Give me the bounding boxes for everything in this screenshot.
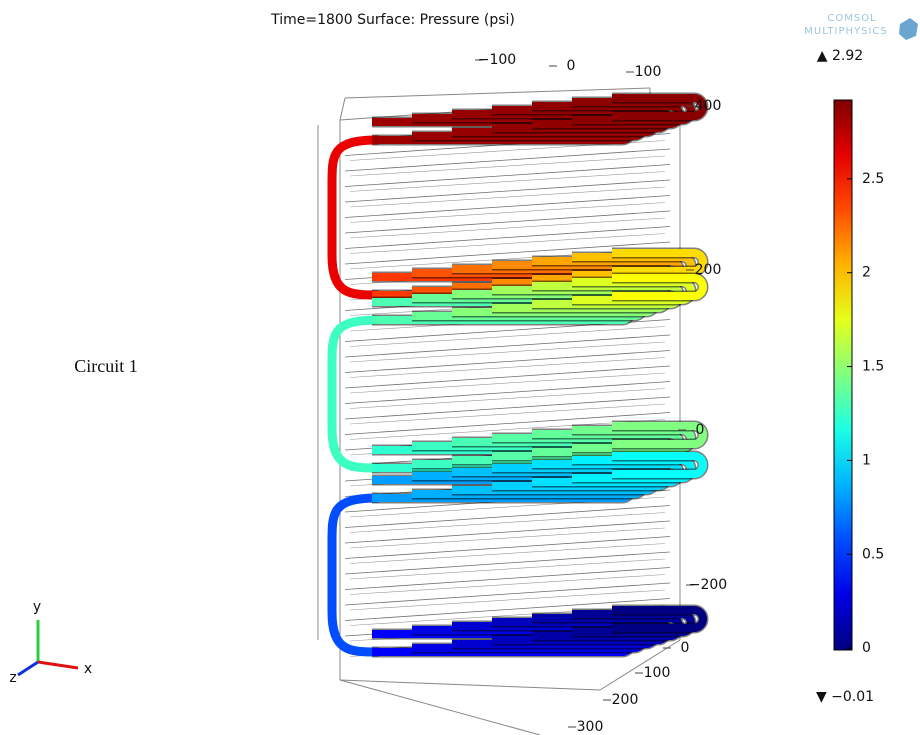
tick-label: 200 xyxy=(695,262,722,278)
tick-label: −200 xyxy=(689,577,727,593)
colorbar-max: ▲ 2.92 xyxy=(817,48,863,64)
logo-icon xyxy=(899,18,918,40)
tube-wire xyxy=(350,528,665,548)
triad-z xyxy=(18,662,38,675)
box-edge xyxy=(340,680,600,690)
colorbar xyxy=(834,100,852,650)
tube-wire xyxy=(350,513,665,533)
box-edge xyxy=(340,680,540,735)
tick-label: 0 xyxy=(696,422,705,438)
logo-top: COMSOL xyxy=(827,13,876,24)
tube-wire xyxy=(350,156,665,176)
tube-wire xyxy=(350,342,665,362)
tube-bend xyxy=(332,320,378,468)
colorbar-tick-label: 1.5 xyxy=(862,359,884,375)
tick-label: 100 xyxy=(635,64,662,80)
tube-wire xyxy=(350,203,665,223)
axis-label: z xyxy=(9,670,16,686)
tube-wire xyxy=(350,218,665,238)
annotation: Circuit 1 xyxy=(74,356,138,376)
tube-wire xyxy=(350,389,665,409)
axis-label: x xyxy=(84,661,92,677)
tube-wire xyxy=(350,172,665,192)
tube-wire xyxy=(350,544,665,564)
colorbar-tick-label: 0 xyxy=(862,640,871,656)
tick-label: 200 xyxy=(612,692,639,708)
colorbar-tick-label: 2.5 xyxy=(862,171,884,187)
logo-bottom: MULTIPHYSICS xyxy=(804,26,887,37)
tube-wire xyxy=(350,575,665,595)
chart-title: Time=1800 Surface: Pressure (psi) xyxy=(270,12,515,28)
tube-wire xyxy=(350,373,665,393)
tube-wire xyxy=(350,187,665,207)
tube-wire xyxy=(350,327,665,347)
axis-label: y xyxy=(33,599,41,615)
tick-label: 300 xyxy=(577,719,604,735)
colorbar-min: ▼ −0.01 xyxy=(816,689,874,705)
tube-wire xyxy=(350,358,665,378)
colorbar-tick-label: 1 xyxy=(862,452,871,468)
tube-bend xyxy=(332,498,378,652)
tick-label: 100 xyxy=(644,665,671,681)
tick-label: 0 xyxy=(681,640,690,656)
box-edge xyxy=(340,98,345,120)
tick-label: 0 xyxy=(567,58,576,74)
chart: Time=1800 Surface: Pressure (psi) COMSOL… xyxy=(0,0,920,735)
colorbar-tick-label: 0.5 xyxy=(862,546,884,562)
triad-x xyxy=(38,662,78,668)
tube-wire xyxy=(350,559,665,579)
scene: −100 0 100 −200 0 200 400 0 100 200 300 y x z 0 0.5 1 1.5… xyxy=(9,48,884,735)
tick-label: 400 xyxy=(695,98,722,114)
colorbar-tick-label: 2 xyxy=(862,265,871,281)
tube-bend xyxy=(332,140,378,295)
tick-label: −100 xyxy=(478,52,516,68)
